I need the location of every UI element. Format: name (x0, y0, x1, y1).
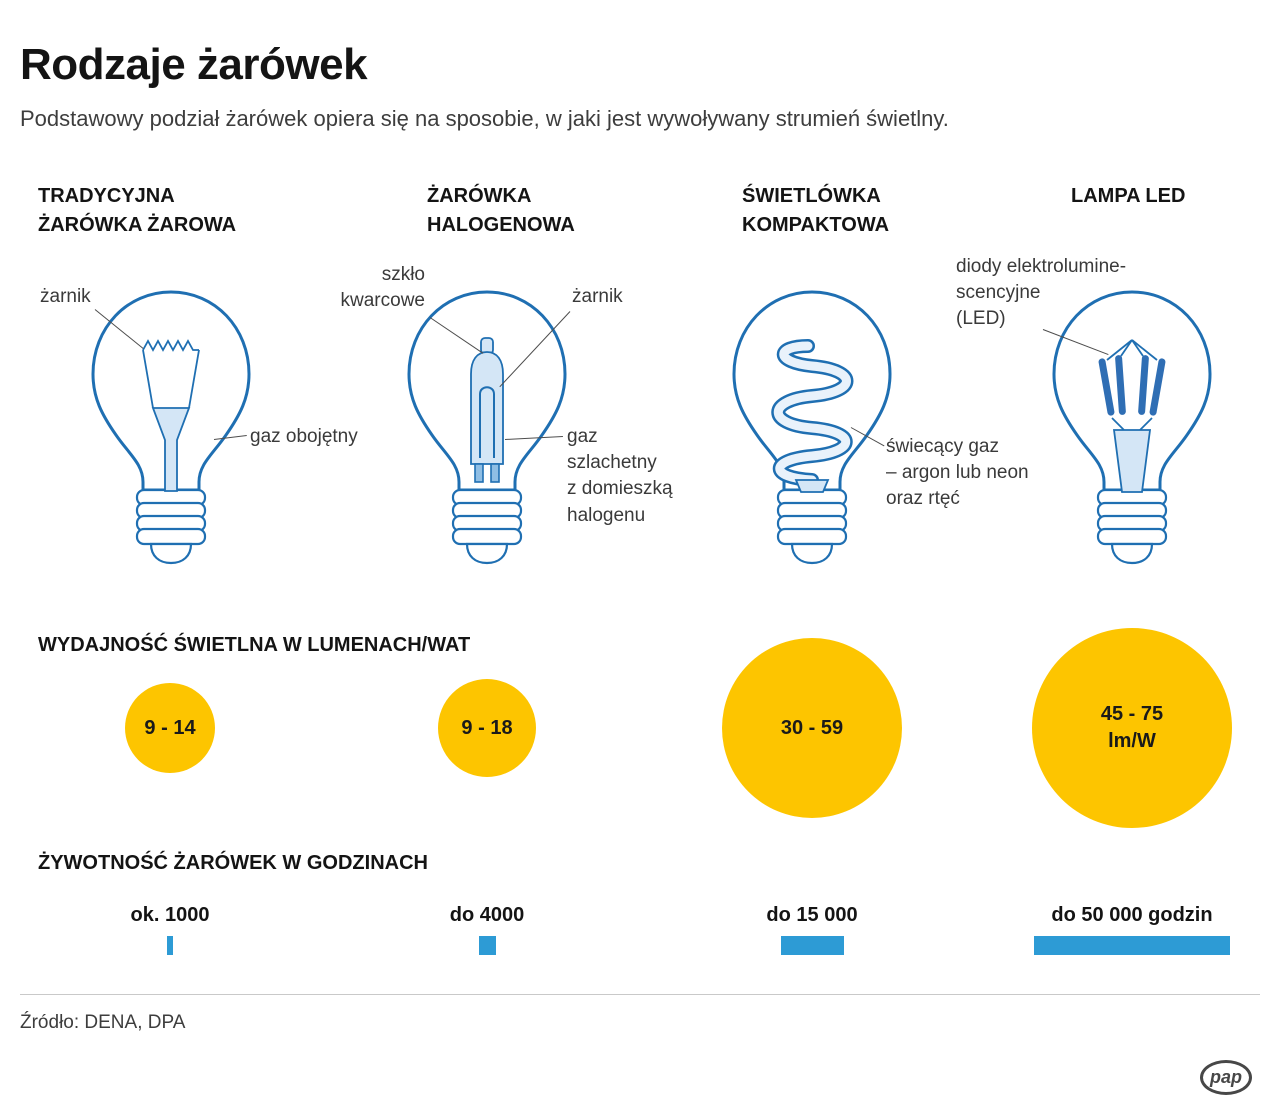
filament-support-wire (142, 349, 154, 409)
label-filament-traditional: żarnik (40, 286, 91, 307)
page-subtitle: Podstawowy podział żarówek opiera się na… (20, 106, 949, 131)
filament-support-wire (188, 349, 200, 409)
lifetime-value-halogen: do 4000 (449, 904, 525, 926)
led-filament-strip (1149, 358, 1166, 416)
efficacy-circle: 9 - 14 (125, 683, 215, 773)
led-mount (1112, 429, 1152, 493)
filament-coil (142, 339, 199, 352)
source-credit: Źródło: DENA, DPA (20, 1012, 186, 1033)
led-wire (1120, 339, 1133, 357)
column-heading-cfl: ŚWIETLÓWKA KOMPAKTOWA (742, 185, 890, 236)
cfl-bulb-illustration (732, 290, 892, 565)
efficacy-circle: 45 - 75 lm/W (1032, 628, 1232, 828)
lifetime-bar (478, 936, 496, 955)
led-wire (1139, 417, 1153, 431)
column-heading-halogen: ŻARÓWKA HALOGENOWA (427, 185, 575, 236)
lifetime-value-cfl: do 15 000 (766, 904, 858, 926)
glass-stem (151, 407, 191, 492)
led-wire (1106, 339, 1133, 361)
led-bulb-illustration (1052, 290, 1212, 565)
capsule-pin (490, 463, 500, 483)
fluorescent-spiral-tube (773, 341, 851, 485)
page-title: Rodzaje żarówek (20, 40, 368, 89)
halogen-bulb-illustration (407, 290, 567, 565)
quartz-capsule (470, 351, 504, 465)
lifetime-bar (780, 936, 844, 955)
lifetime-bar (167, 936, 173, 955)
column-heading-led: LAMPA LED (1071, 185, 1186, 207)
label-glowing-gas: świecący gaz – argon lub neon oraz rtęć (886, 436, 1029, 510)
label-led-diodes: diody elektrolumine- scencyjne (LED) (956, 256, 1127, 330)
led-filament-strip (1115, 355, 1126, 415)
efficacy-circle: 30 - 59 (722, 638, 902, 818)
efficacy-circle: 9 - 18 (438, 679, 536, 777)
led-wire (1131, 339, 1158, 361)
label-filament-halogen: żarnik (572, 286, 623, 307)
column-heading-traditional: TRADYCYJNA ŻARÓWKA ŻAROWA (38, 185, 237, 236)
pap-logo: pap (1200, 1060, 1252, 1095)
lifetime-bar (1034, 936, 1230, 955)
led-wire (1131, 339, 1144, 357)
label-quartz-glass: szkło kwarcowe (340, 264, 425, 312)
lifetime-value-led: do 50 000 godzin (1051, 904, 1213, 926)
label-inert-gas: gaz obojętny (250, 426, 358, 447)
footer-divider (20, 994, 1260, 995)
capsule-pin (474, 463, 484, 483)
led-filament-strip (1098, 358, 1115, 416)
lifetime-value-traditional: ok. 1000 (130, 904, 210, 926)
efficacy-heading: WYDAJNOŚĆ ŚWIETLNA W LUMENACH/WAT (38, 634, 471, 656)
led-wire (1111, 417, 1125, 431)
halogen-filament (479, 386, 495, 458)
lifetime-heading: ŻYWOTNOŚĆ ŻARÓWEK W GODZINACH (38, 852, 428, 874)
traditional-bulb-illustration (91, 290, 251, 565)
cfl-mount (794, 479, 830, 493)
label-noble-gas: gaz szlachetny z domieszką halogenu (567, 426, 673, 526)
led-filament-strip (1138, 355, 1149, 415)
